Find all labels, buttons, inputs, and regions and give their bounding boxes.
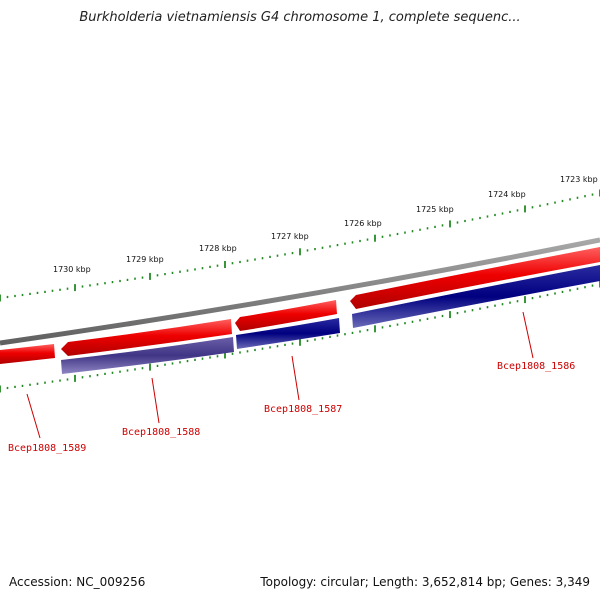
reverse-strand-genes[interactable] — [61, 265, 600, 374]
scale-label-1724: 1724 kbp — [488, 190, 526, 199]
scale-labels: 1723 kbp 1724 kbp 1725 kbp 1726 kbp 1727… — [53, 175, 598, 274]
leader-line-1587 — [291, 355, 300, 401]
gene-leader-lines — [26, 311, 534, 439]
scale-label-1726: 1726 kbp — [344, 219, 382, 228]
gene-arrow-1587-reverse[interactable] — [236, 318, 340, 349]
outer-scale-ticks — [0, 189, 600, 302]
gene-arrow-1589-forward[interactable] — [0, 344, 55, 364]
topology-text: Topology: circular; Length: 3,652,814 bp… — [260, 575, 590, 589]
gene-arrow-1588-forward[interactable] — [61, 319, 232, 356]
scale-label-1725: 1725 kbp — [416, 205, 454, 214]
gene-labels[interactable]: Bcep1808_1586 Bcep1808_1587 Bcep1808_158… — [8, 361, 575, 454]
map-title: Burkholderia vietnamiensis G4 chromosome… — [79, 10, 521, 25]
gene-label-1586[interactable]: Bcep1808_1586 — [497, 361, 575, 372]
leader-line-1588 — [151, 377, 160, 424]
leader-line-1586 — [522, 311, 534, 359]
scale-label-1728: 1728 kbp — [199, 244, 237, 253]
gene-arrow-1587-forward[interactable] — [235, 300, 337, 331]
gene-label-1587[interactable]: Bcep1808_1587 — [264, 404, 342, 415]
scale-label-1729: 1729 kbp — [126, 255, 164, 264]
chromosome-backbone — [0, 237, 600, 346]
forward-strand-genes[interactable] — [0, 247, 600, 364]
inner-scale-ticks — [0, 280, 600, 393]
scale-label-1727: 1727 kbp — [271, 232, 309, 241]
scale-label-1723: 1723 kbp — [560, 175, 598, 184]
gene-arrow-1588-reverse[interactable] — [61, 337, 234, 374]
gene-label-1588[interactable]: Bcep1808_1588 — [122, 427, 200, 438]
accession-text: Accession: NC_009256 — [9, 575, 146, 589]
scale-label-1730: 1730 kbp — [53, 265, 91, 274]
gene-arrow-1586-reverse[interactable] — [352, 265, 600, 328]
leader-line-1589 — [26, 393, 41, 439]
gene-arrow-1586-forward[interactable] — [350, 247, 600, 309]
gene-label-1589[interactable]: Bcep1808_1589 — [8, 443, 86, 454]
